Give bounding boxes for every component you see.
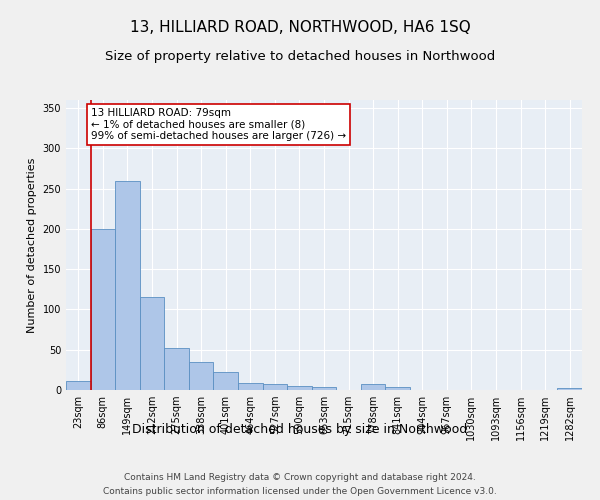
Text: Contains HM Land Registry data © Crown copyright and database right 2024.: Contains HM Land Registry data © Crown c… [124,472,476,482]
Bar [115,180,140,390]
Y-axis label: Number of detached properties: Number of detached properties [27,158,37,332]
Bar [287,386,312,390]
Bar [189,362,214,390]
Bar [557,388,582,390]
Text: Contains public sector information licensed under the Open Government Licence v3: Contains public sector information licen… [103,488,497,496]
Bar [238,383,263,390]
Text: Distribution of detached houses by size in Northwood: Distribution of detached houses by size … [133,422,467,436]
Bar [385,387,410,390]
Bar [140,296,164,390]
Bar [164,348,189,390]
Text: 13 HILLIARD ROAD: 79sqm
← 1% of detached houses are smaller (8)
99% of semi-deta: 13 HILLIARD ROAD: 79sqm ← 1% of detached… [91,108,346,142]
Bar [91,229,115,390]
Text: 13, HILLIARD ROAD, NORTHWOOD, HA6 1SQ: 13, HILLIARD ROAD, NORTHWOOD, HA6 1SQ [130,20,470,35]
Bar [263,384,287,390]
Text: Size of property relative to detached houses in Northwood: Size of property relative to detached ho… [105,50,495,63]
Bar [214,372,238,390]
Bar [312,387,336,390]
Bar [66,381,91,390]
Bar [361,384,385,390]
